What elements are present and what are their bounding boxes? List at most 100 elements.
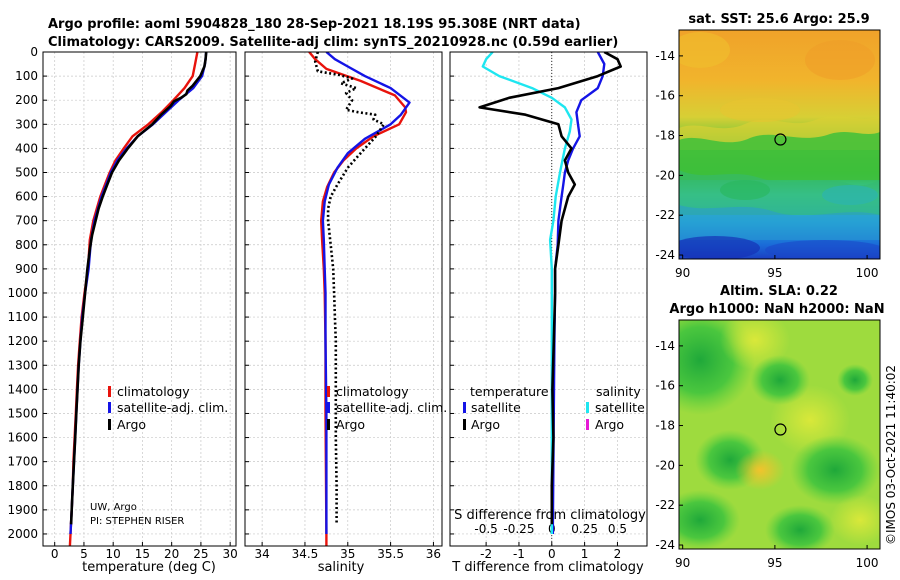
x-tick-label: 0: [51, 547, 59, 561]
map-y-tick-label: -22: [655, 498, 675, 512]
series-group: [308, 52, 411, 546]
y-tick-label: 1200: [7, 334, 38, 348]
map-y-tick-label: -18: [655, 129, 675, 143]
legend-label-climatology: climatology: [336, 384, 409, 399]
difference-xlabel: T difference from climatology: [451, 560, 644, 575]
s-tick-label: 0.25: [571, 522, 598, 536]
s-tick-label: -0.5: [474, 522, 497, 536]
x-tick-label: 35.5: [377, 547, 404, 561]
y-tick-label: 100: [15, 69, 38, 83]
series-group: [68, 52, 208, 546]
y-tick-label: 700: [15, 214, 38, 228]
x-tick-label: 2: [614, 547, 622, 561]
y-tick-label: 1300: [7, 358, 38, 372]
sla-map-title: Altim. SLA: 0.22: [720, 284, 838, 299]
map-y-tick-label: -20: [655, 458, 675, 472]
series-line-satellite-adj-clim: [321, 52, 411, 534]
series-group: [478, 52, 623, 535]
y-tick-label: 1400: [7, 382, 38, 396]
map-y-tick-label: -16: [655, 89, 675, 103]
y-tick-label: 1500: [7, 406, 38, 420]
credit-line2: PI: STEPHEN RISER: [90, 516, 184, 527]
map-y-tick-label: -16: [655, 379, 675, 393]
legend-label-t-argo: Argo: [471, 417, 500, 432]
x-tick-label: 30: [223, 547, 238, 561]
x-tick-label: 20: [164, 547, 179, 561]
sst-map-float-marker: [774, 133, 787, 146]
map-x-tick-label: 90: [675, 266, 690, 280]
legend-label-s-satellite: satellite: [595, 400, 645, 415]
y-tick-label: 1100: [7, 310, 38, 324]
x-tick-label: 34.5: [292, 547, 319, 561]
map-x-tick-label: 90: [675, 556, 690, 570]
salinity-xlabel: salinity: [318, 560, 365, 575]
credit-line1: UW, Argo: [90, 502, 137, 513]
s-tick-label: -0.25: [503, 522, 534, 536]
series-line-satellite: [481, 52, 573, 534]
series-line-argo: [478, 52, 623, 525]
sla-map-subtitle: Argo h1000: NaN h2000: NaN: [669, 302, 884, 317]
timestamp: ©IMOS 03-Oct-2021 11:40:02: [884, 365, 898, 545]
sst-map-axes: 90 95 100 -14 -16 -18 -20 -22 -24: [655, 49, 878, 280]
legend-swatch-t-argo: [463, 419, 466, 430]
map-x-tick-label: 100: [856, 556, 879, 570]
legend-label-argo: Argo: [117, 417, 146, 432]
legend-swatch-t-satellite: [463, 402, 466, 413]
s-tick-label: 0.5: [608, 522, 627, 536]
legend-label-satellite: satellite-adj. clim.: [336, 400, 447, 415]
legend-swatch-s-argo: [586, 419, 589, 430]
y-tick-label: 400: [15, 141, 38, 155]
x-tick-label: 36: [426, 547, 441, 561]
y-tick-label: 0: [30, 45, 38, 59]
sla-map-axes: 90 95 100 -14 -16 -18 -20 -22 -24: [655, 339, 878, 570]
temperature-panel: 0100200300400500600700800900100011001200…: [7, 45, 237, 561]
sst-map-image: [679, 30, 880, 259]
plot-area: [245, 52, 442, 546]
figure-title-line2: Climatology: CARS2009. Satellite-adj cli…: [48, 35, 618, 50]
y-tick-label: 1800: [7, 479, 38, 493]
map-y-tick-label: -22: [655, 208, 675, 222]
y-tick-label: 200: [15, 93, 38, 107]
map-y-tick-label: -20: [655, 168, 675, 182]
legend-label-satellite: satellite-adj. clim.: [117, 400, 228, 415]
plot-frame: [244, 51, 443, 547]
salinity-panel: 34 34.5 35 35.5 36: [244, 51, 443, 561]
difference-xlabel-top: S difference from climatology: [454, 508, 646, 523]
y-tick-label: 2000: [7, 527, 38, 541]
plot-frame: [449, 51, 648, 547]
map-y-tick-label: -24: [655, 538, 675, 552]
legend-label-s-argo: Argo: [595, 417, 624, 432]
x-tick-label: 10: [106, 547, 121, 561]
x-tick-label: 15: [135, 547, 150, 561]
legend-swatch-argo: [327, 419, 330, 430]
x-tick-label: 0: [548, 547, 556, 561]
y-tick-label: 800: [15, 238, 38, 252]
x-tick-label: 5: [80, 547, 88, 561]
legend-swatch-climatology: [108, 386, 111, 397]
x-tick-label: 35: [340, 547, 355, 561]
map-x-tick-label: 95: [767, 556, 782, 570]
series-line-argo: [69, 52, 208, 525]
legend-swatch-argo: [108, 419, 111, 430]
y-tick-label: 1900: [7, 503, 38, 517]
plot-frame: [42, 51, 237, 547]
legend-label-t-satellite: satellite: [471, 400, 521, 415]
map-x-tick-label: 95: [767, 266, 782, 280]
y-tick-label: 600: [15, 190, 38, 204]
y-tick-label: 1700: [7, 455, 38, 469]
sst-map-title: sat. SST: 25.6 Argo: 25.9: [688, 12, 869, 27]
legend-label-argo: Argo: [336, 417, 365, 432]
legend-swatch-satellite: [327, 402, 330, 413]
y-tick-label: 1000: [7, 286, 38, 300]
x-tick-label: 34: [254, 547, 269, 561]
temperature-xlabel: temperature (deg C): [82, 560, 216, 575]
x-tick-label: 1: [581, 547, 589, 561]
map-x-tick-label: 100: [856, 266, 879, 280]
sla-map-float-marker: [774, 423, 787, 436]
legend-label-climatology: climatology: [117, 384, 190, 399]
sla-map-image: [679, 320, 880, 549]
map-y-tick-label: -14: [655, 49, 675, 63]
x-tick-label: 25: [193, 547, 208, 561]
difference-panel: -2 -1 0 1 2-0.5 -0.25 0 0.25 0.5: [449, 51, 648, 561]
x-tick-label: -2: [480, 547, 492, 561]
